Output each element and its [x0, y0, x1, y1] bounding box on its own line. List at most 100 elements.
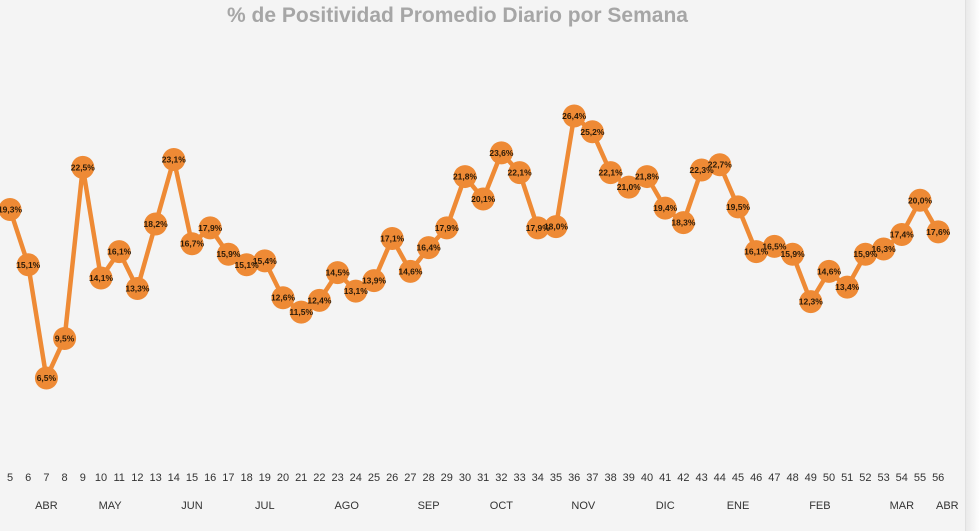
data-label: 15,9%	[216, 249, 241, 259]
month-label: AGO	[334, 500, 359, 512]
data-label: 15,1%	[16, 260, 41, 270]
x-tick-label: 44	[714, 472, 726, 484]
data-point	[690, 158, 714, 182]
month-label: ABR	[35, 500, 58, 512]
data-point	[544, 215, 568, 239]
data-point	[107, 240, 131, 264]
data-label: 17,1%	[380, 233, 405, 243]
x-tick-label: 14	[168, 472, 180, 484]
month-label: JUL	[255, 500, 275, 512]
data-point	[762, 234, 786, 258]
data-label: 16,4%	[417, 243, 442, 253]
data-label: 25,2%	[580, 127, 605, 137]
data-point	[744, 240, 768, 264]
data-label: 17,6%	[926, 227, 951, 237]
data-point	[326, 261, 350, 285]
x-tick-label: 17	[222, 472, 234, 484]
x-tick-label: 45	[732, 472, 744, 484]
data-label: 19,3%	[0, 204, 22, 214]
data-label: 15,1%	[235, 260, 260, 270]
data-label: 19,5%	[726, 202, 751, 212]
data-point	[471, 187, 495, 211]
month-label: MAR	[890, 500, 915, 512]
data-label: 11,5%	[289, 307, 313, 317]
data-label: 13,9%	[362, 276, 387, 286]
data-point	[853, 242, 877, 266]
month-label: DIC	[656, 500, 675, 512]
month-label: ENE	[727, 500, 750, 512]
x-tick-label: 30	[459, 472, 471, 484]
data-point	[162, 147, 186, 171]
data-label: 16,5%	[762, 241, 787, 251]
data-point	[671, 211, 695, 235]
x-tick-label: 35	[550, 472, 562, 484]
x-tick-label: 39	[623, 472, 635, 484]
data-label: 12,6%	[271, 293, 296, 303]
data-point	[708, 153, 732, 177]
month-label: JUN	[181, 500, 202, 512]
data-point	[617, 175, 641, 199]
data-point	[890, 222, 914, 246]
data-point	[562, 104, 586, 128]
x-tick-label: 40	[641, 472, 653, 484]
data-label: 18,2%	[144, 219, 169, 229]
data-label: 26,4%	[562, 111, 587, 121]
data-point	[781, 242, 805, 266]
data-label: 6,5%	[37, 373, 57, 383]
x-tick-label: 29	[441, 472, 453, 484]
x-tick-label: 53	[877, 472, 889, 484]
data-label: 16,1%	[107, 247, 132, 257]
data-label: 14,6%	[398, 266, 423, 276]
data-label: 18,3%	[671, 218, 696, 228]
x-tick-label: 52	[859, 472, 871, 484]
chart-title: % de Positividad Promedio Diario por Sem…	[227, 4, 688, 27]
data-point	[526, 216, 550, 240]
month-label: SEP	[418, 500, 440, 512]
data-label: 13,4%	[835, 282, 860, 292]
data-label: 18,0%	[544, 222, 569, 232]
data-label: 22,5%	[71, 162, 96, 172]
x-tick-label: 19	[259, 472, 271, 484]
data-label: 21,8%	[635, 172, 660, 182]
x-tick-label: 23	[331, 472, 343, 484]
x-tick-label: 33	[513, 472, 525, 484]
data-point	[289, 300, 313, 324]
data-point	[362, 269, 386, 293]
x-tick-label: 26	[386, 472, 398, 484]
data-point	[489, 141, 513, 165]
x-tick-label: 20	[277, 472, 289, 484]
x-tick-label: 10	[95, 472, 107, 484]
data-label: 17,4%	[890, 229, 915, 239]
x-tick-label: 54	[896, 472, 908, 484]
data-label: 15,9%	[781, 249, 806, 259]
month-label: MAY	[99, 500, 123, 512]
data-point	[380, 226, 404, 250]
data-label: 15,9%	[853, 249, 878, 259]
data-label: 22,1%	[599, 168, 624, 178]
data-point	[53, 327, 77, 351]
x-tick-label: 9	[80, 472, 86, 484]
data-point	[635, 165, 659, 189]
data-point	[16, 253, 40, 277]
data-point	[580, 120, 604, 144]
x-tick-label: 50	[823, 472, 835, 484]
data-point	[125, 276, 149, 300]
data-point	[726, 195, 750, 219]
data-label: 12,4%	[307, 295, 332, 305]
data-label: 9,5%	[55, 334, 75, 344]
x-tick-label: 7	[43, 472, 49, 484]
x-tick-label: 8	[62, 472, 68, 484]
data-point	[799, 290, 823, 314]
data-label: 12,3%	[799, 297, 824, 307]
data-point	[653, 196, 677, 220]
x-tick-label: 15	[186, 472, 198, 484]
data-label: 22,3%	[690, 165, 715, 175]
data-point	[216, 242, 240, 266]
data-label: 23,6%	[489, 148, 514, 158]
month-label: FEB	[809, 500, 830, 512]
x-tick-label: 34	[532, 472, 544, 484]
data-point	[453, 165, 477, 189]
data-label: 17,9%	[198, 223, 223, 233]
data-point	[307, 288, 331, 312]
